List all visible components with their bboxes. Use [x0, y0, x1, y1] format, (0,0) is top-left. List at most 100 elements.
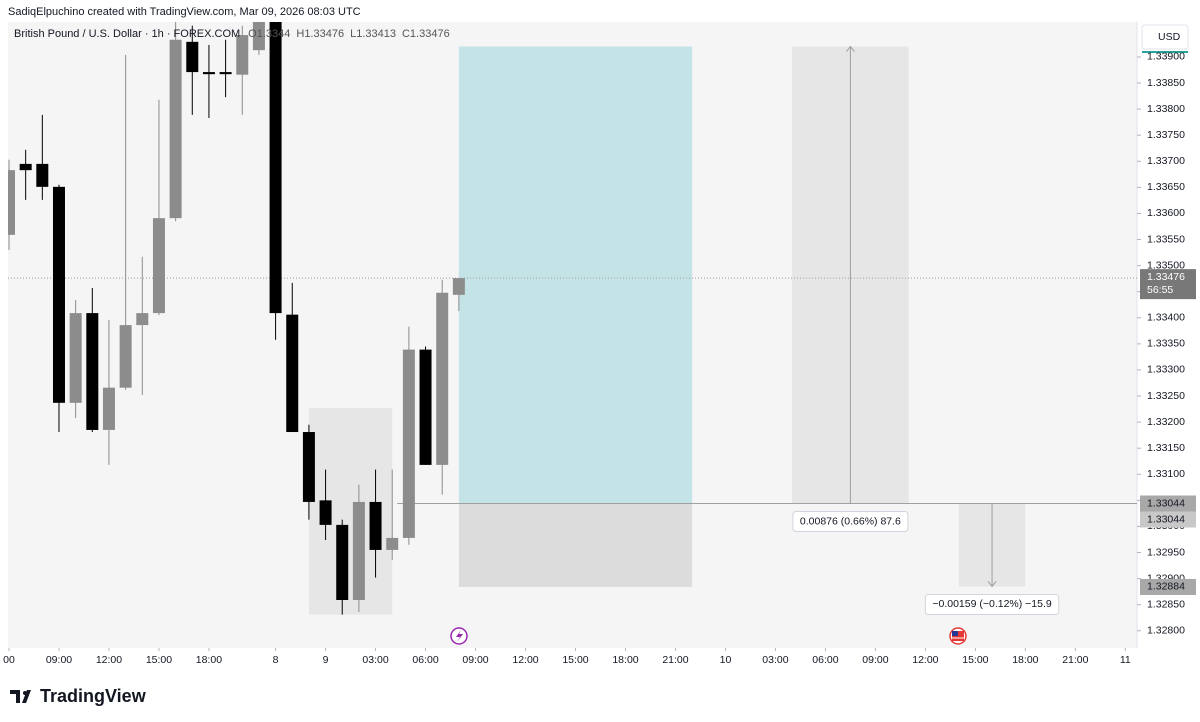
- position-stop-zone: [458, 503, 693, 587]
- price-tag-label: 1.33044: [1147, 513, 1185, 525]
- logo-dot: [23, 691, 27, 695]
- measure-arrowhead: [846, 45, 855, 52]
- ohlc-value: O1.3344: [248, 28, 290, 40]
- candle-body: [436, 292, 449, 465]
- price-tag: [1140, 495, 1196, 512]
- candle-body: [119, 325, 132, 388]
- candle-body: [86, 313, 99, 430]
- y-tick-label: 1.33800: [1147, 103, 1185, 115]
- x-tick-label: 09:00: [862, 654, 888, 666]
- measure-label-box: [924, 593, 1060, 615]
- ohlc-value: C1.33476: [402, 28, 450, 40]
- candle-body: [52, 186, 65, 403]
- position-target-zone: [458, 46, 693, 504]
- candle-body: [302, 432, 315, 502]
- y-tick-label: 1.33400: [1147, 312, 1185, 324]
- x-tick-label: 11: [1120, 654, 1131, 666]
- y-tick-label: 1.33350: [1147, 338, 1185, 350]
- y-tick-label: 1.33500: [1147, 259, 1185, 271]
- credit: SadiqElpuchino created with TradingView.…: [8, 6, 361, 18]
- candle-body: [36, 163, 49, 187]
- candle-body: [186, 41, 199, 73]
- candle-body: [19, 163, 32, 171]
- y-tick-label: 1.33850: [1147, 77, 1185, 89]
- x-tick-label: 06:00: [412, 654, 438, 666]
- price-tag-label: 1.32884: [1147, 581, 1185, 593]
- ohlc-legend: O1.3344 H1.33476 L1.33413 C1.33476: [248, 28, 450, 40]
- y-tick-label: 1.32800: [1147, 625, 1185, 637]
- measure-label-box: [792, 510, 909, 532]
- last-price-label: 1.33476: [1147, 271, 1185, 283]
- x-tick-label: 03:00: [362, 654, 388, 666]
- ohlc-value: H1.33476: [296, 28, 344, 40]
- x-tick-label: 10: [720, 654, 732, 666]
- measure-label: −0.00159 (−0.12%) −15.9: [932, 598, 1052, 610]
- y-tick-label: 1.33250: [1147, 390, 1185, 402]
- x-tick-label: 12:00: [512, 654, 538, 666]
- candle-body: [352, 501, 365, 601]
- y-tick-label: 1.33750: [1147, 129, 1185, 141]
- x-tick-label: 03:00: [762, 654, 788, 666]
- candle-body: [8, 170, 15, 235]
- measure-arrowhead: [987, 581, 997, 588]
- candle-body: [102, 387, 115, 430]
- x-tick-label: 9: [323, 654, 329, 666]
- candle-body: [202, 72, 215, 75]
- y-tick-label: 1.33650: [1147, 181, 1185, 193]
- candle-body: [419, 349, 432, 465]
- candle-body: [219, 72, 232, 75]
- symbol-title: British Pound / U.S. Dollar · 1h · FOREX…: [14, 28, 240, 40]
- y-tick-label: 1.33200: [1147, 416, 1185, 428]
- y-tick-label: 1.33100: [1147, 468, 1185, 480]
- candle-body: [386, 537, 399, 550]
- candle-body: [452, 278, 465, 295]
- x-tick-label: 8: [273, 654, 279, 666]
- candle-body: [252, 22, 265, 51]
- x-tick-label: 15:00: [146, 654, 172, 666]
- y-tick-label: 1.33150: [1147, 442, 1185, 454]
- measure-label: 0.00876 (0.66%) 87.6: [800, 515, 901, 527]
- flag-canton: [952, 631, 958, 636]
- currency-button[interactable]: [1141, 24, 1189, 50]
- x-tick-label: 18:00: [612, 654, 638, 666]
- x-tick-label: 18:00: [196, 654, 222, 666]
- y-tick-label: 1.33300: [1147, 364, 1185, 376]
- price-axis: [1137, 22, 1200, 648]
- candle-body: [369, 501, 382, 550]
- x-tick-label: 12:00: [96, 654, 122, 666]
- x-tick-label: 15:00: [562, 654, 588, 666]
- candle-body: [286, 314, 299, 433]
- y-tick-label: 1.32850: [1147, 598, 1185, 610]
- currency[interactable]: USD: [1158, 31, 1181, 43]
- overlay: 0.00876 (0.66%) 87.6 −0.00159 (−0.12%) −1…: [792, 510, 1060, 615]
- candle-body: [152, 218, 165, 314]
- plot: [8, 22, 1137, 615]
- y-tick-label: 1.32950: [1147, 546, 1185, 558]
- price-tag: [1140, 511, 1196, 528]
- lightning: [456, 630, 463, 642]
- event-icon[interactable]: [450, 627, 468, 645]
- x-tick-label: 15:00: [962, 654, 988, 666]
- candle-body: [402, 349, 415, 538]
- ohlc-value: L1.33413: [350, 28, 396, 40]
- x-tick-label: 09:00: [462, 654, 488, 666]
- x-tick-label: 12:00: [912, 654, 938, 666]
- y-tick-label: 1.33600: [1147, 207, 1185, 219]
- last-price-tag: [1140, 269, 1196, 300]
- x-tick-label: 21:00: [1062, 654, 1088, 666]
- price-tag: [1140, 578, 1196, 595]
- countdown-label: 56:55: [1147, 284, 1173, 296]
- candle-body: [69, 313, 82, 403]
- x-tick-label: 21:00: [662, 654, 688, 666]
- x-tick-label: 06:00: [812, 654, 838, 666]
- logo-text: TradingView: [40, 686, 147, 706]
- logo: [10, 690, 31, 703]
- candle-body: [169, 39, 182, 219]
- y-tick-label: 1.33700: [1147, 155, 1185, 167]
- candle-body: [319, 500, 332, 525]
- y-tick-label: 1.33550: [1147, 233, 1185, 245]
- candle-body: [269, 22, 282, 314]
- economic-event-icon[interactable]: [949, 627, 967, 645]
